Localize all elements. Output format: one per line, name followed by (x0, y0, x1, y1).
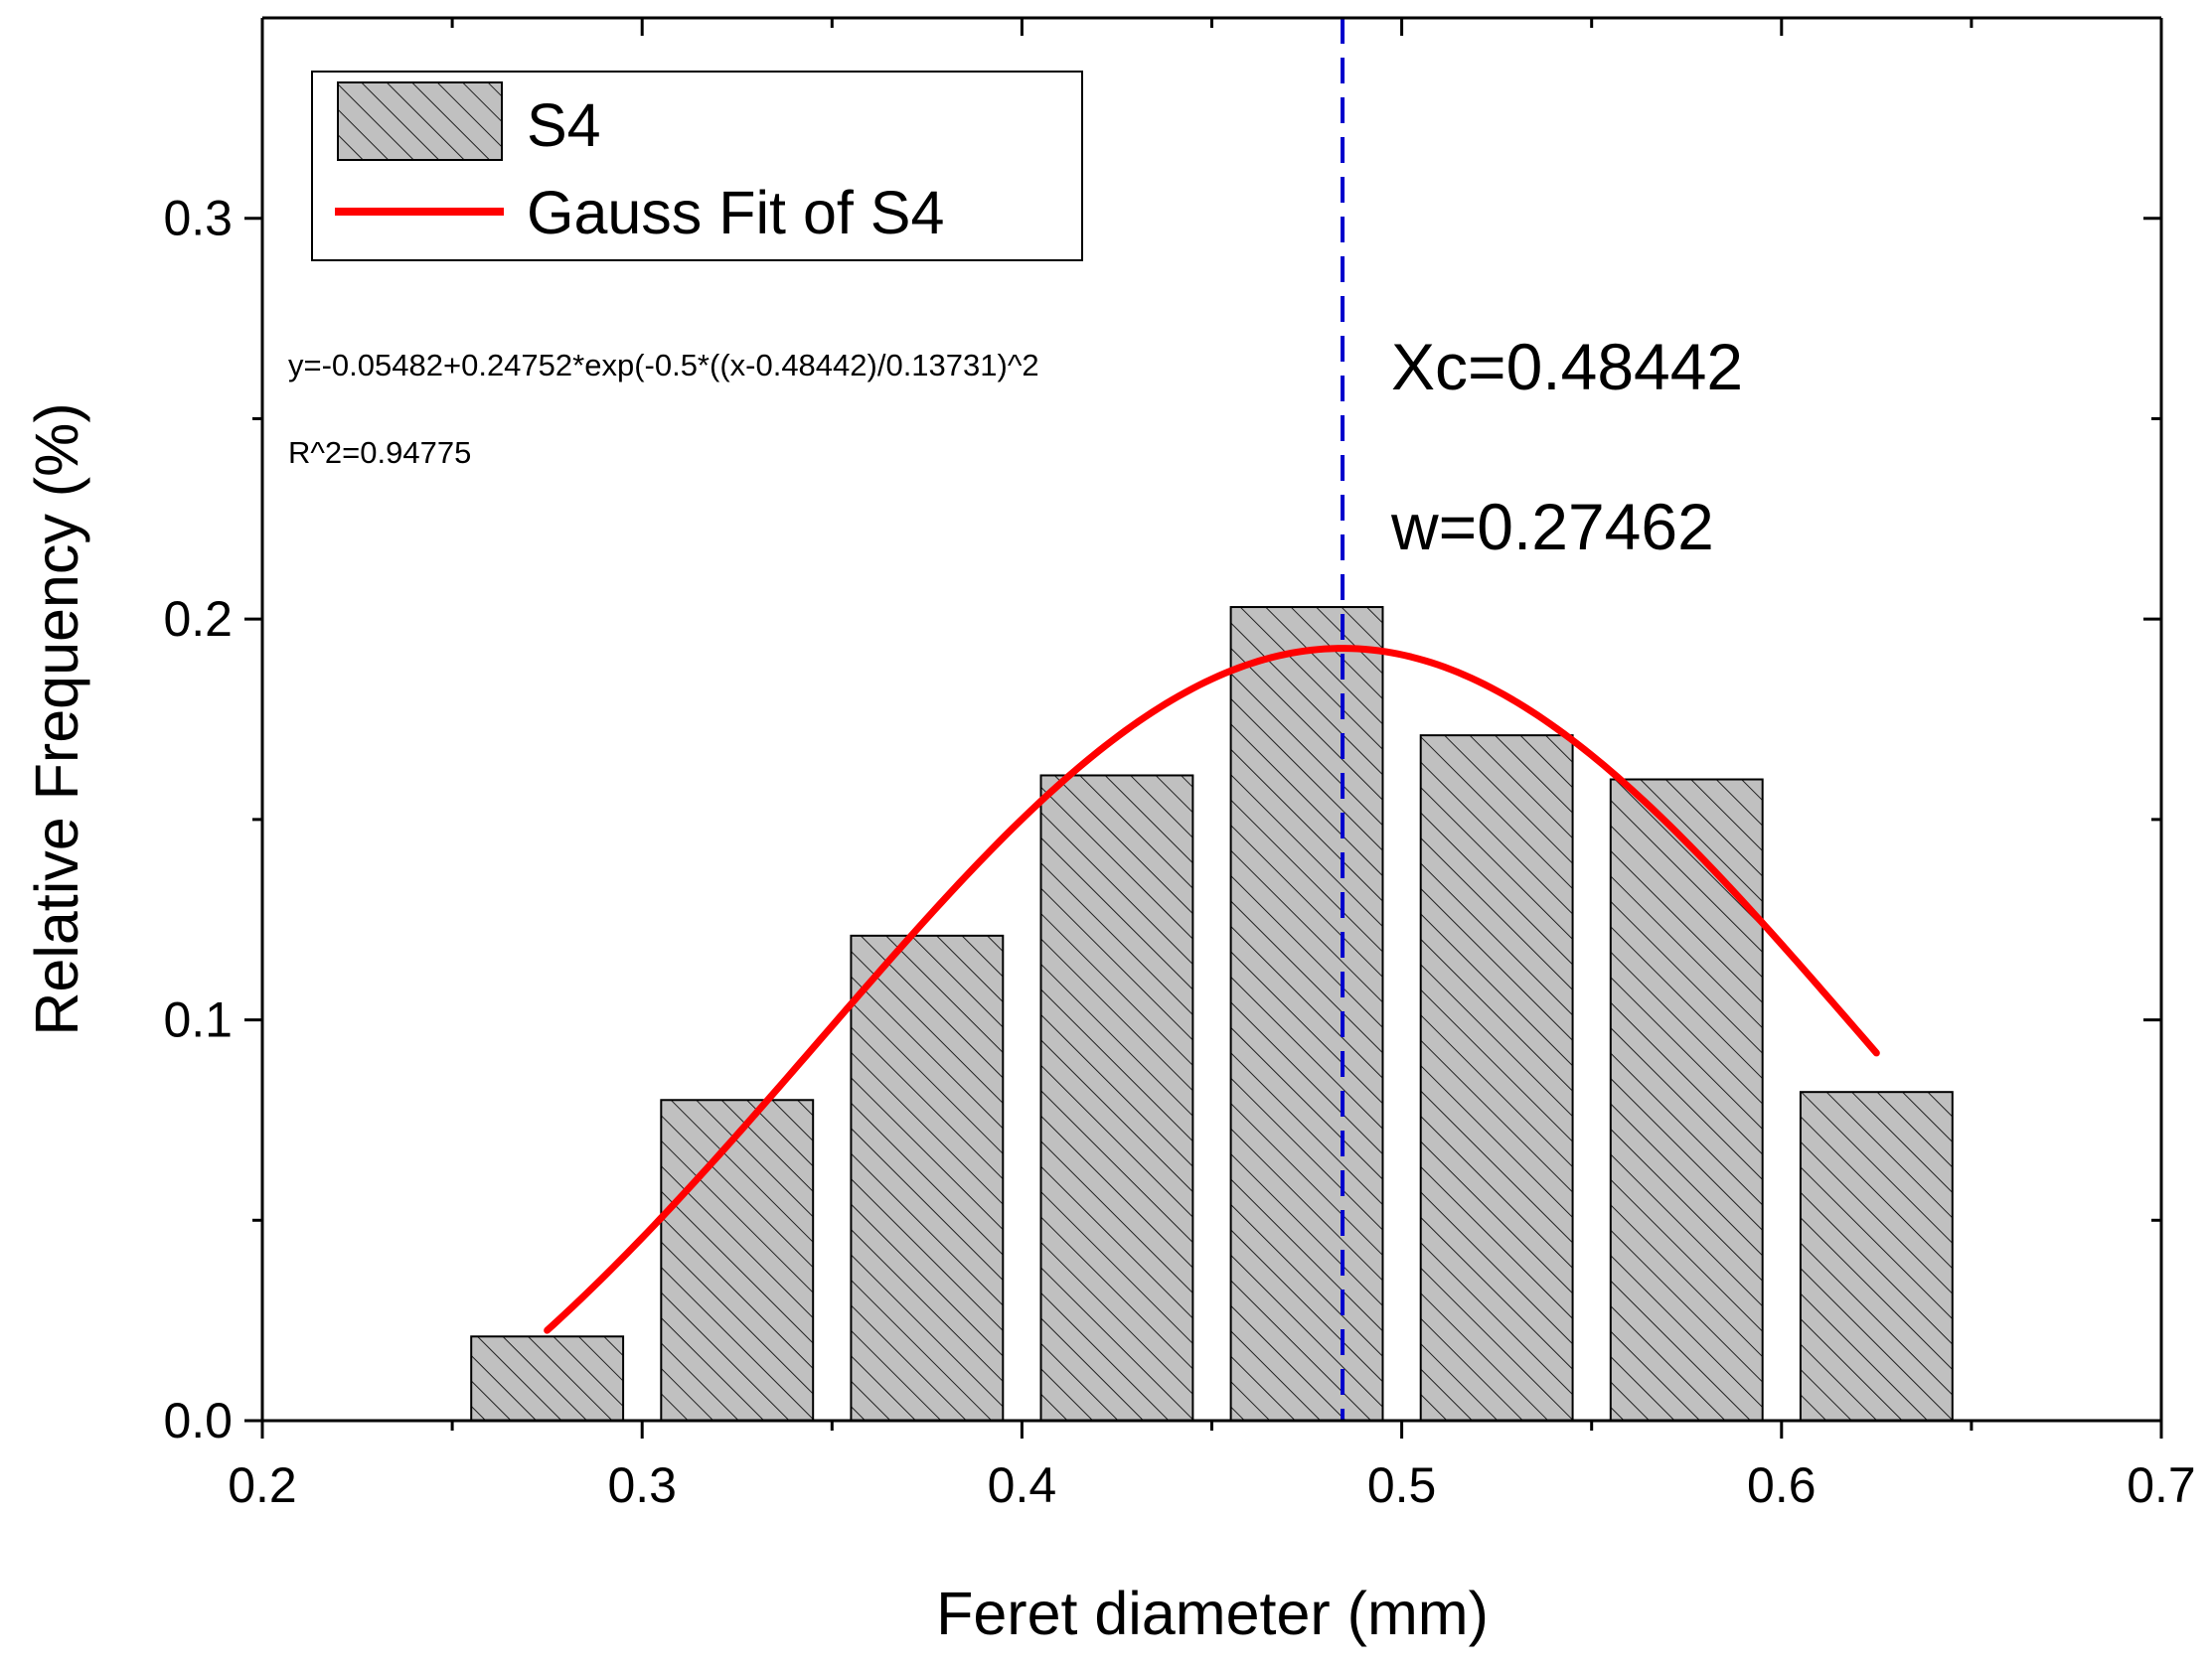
tick-labels-layer: 0.2 0.3 0.4 0.5 0.6 0.7 0.0 0.1 0.2 0.3 (163, 191, 2195, 1513)
y-tick-label-1: 0.1 (163, 992, 233, 1048)
y-tick-label-0: 0.0 (163, 1393, 233, 1448)
y-axis-title: Relative Frequency (%) (23, 402, 90, 1035)
x-tick-label-3: 0.5 (1367, 1457, 1437, 1513)
x-tick-label-1: 0.3 (607, 1457, 677, 1513)
r-squared-annotation: R^2=0.94775 (288, 435, 471, 470)
bar-0 (470, 1335, 625, 1423)
legend-label-fit: Gauss Fit of S4 (527, 179, 944, 246)
bar-7 (1799, 1091, 1954, 1423)
y-tick-label-2: 0.2 (163, 591, 233, 647)
w-annotation: w=0.27462 (1390, 490, 1714, 563)
x-tick-label-5: 0.7 (2127, 1457, 2196, 1513)
bar-2 (850, 934, 1005, 1422)
fit-layer (544, 645, 1880, 1334)
x-tick-label-4: 0.6 (1747, 1457, 1817, 1513)
legend-swatch-s4 (337, 81, 503, 161)
bar-5 (1419, 734, 1574, 1422)
ticks-layer (244, 18, 2163, 1439)
legend-label-s4: S4 (527, 91, 601, 159)
gauss-fit-line (544, 645, 1880, 1334)
y-tick-label-3: 0.3 (163, 191, 233, 246)
bars-layer (470, 606, 1954, 1423)
bar-1 (660, 1099, 815, 1423)
legend: S4 Gauss Fit of S4 (311, 71, 1083, 261)
x-tick-label-0: 0.2 (228, 1457, 297, 1513)
bar-3 (1039, 774, 1194, 1422)
bar-6 (1609, 778, 1764, 1422)
bar-4 (1229, 606, 1384, 1422)
xc-annotation: Xc=0.48442 (1391, 330, 1743, 403)
x-tick-label-2: 0.4 (988, 1457, 1057, 1513)
x-axis-title: Feret diameter (mm) (936, 1580, 1489, 1647)
fit-equation-annotation: y=-0.05482+0.24752*exp(-0.5*((x-0.48442)… (288, 348, 1039, 382)
